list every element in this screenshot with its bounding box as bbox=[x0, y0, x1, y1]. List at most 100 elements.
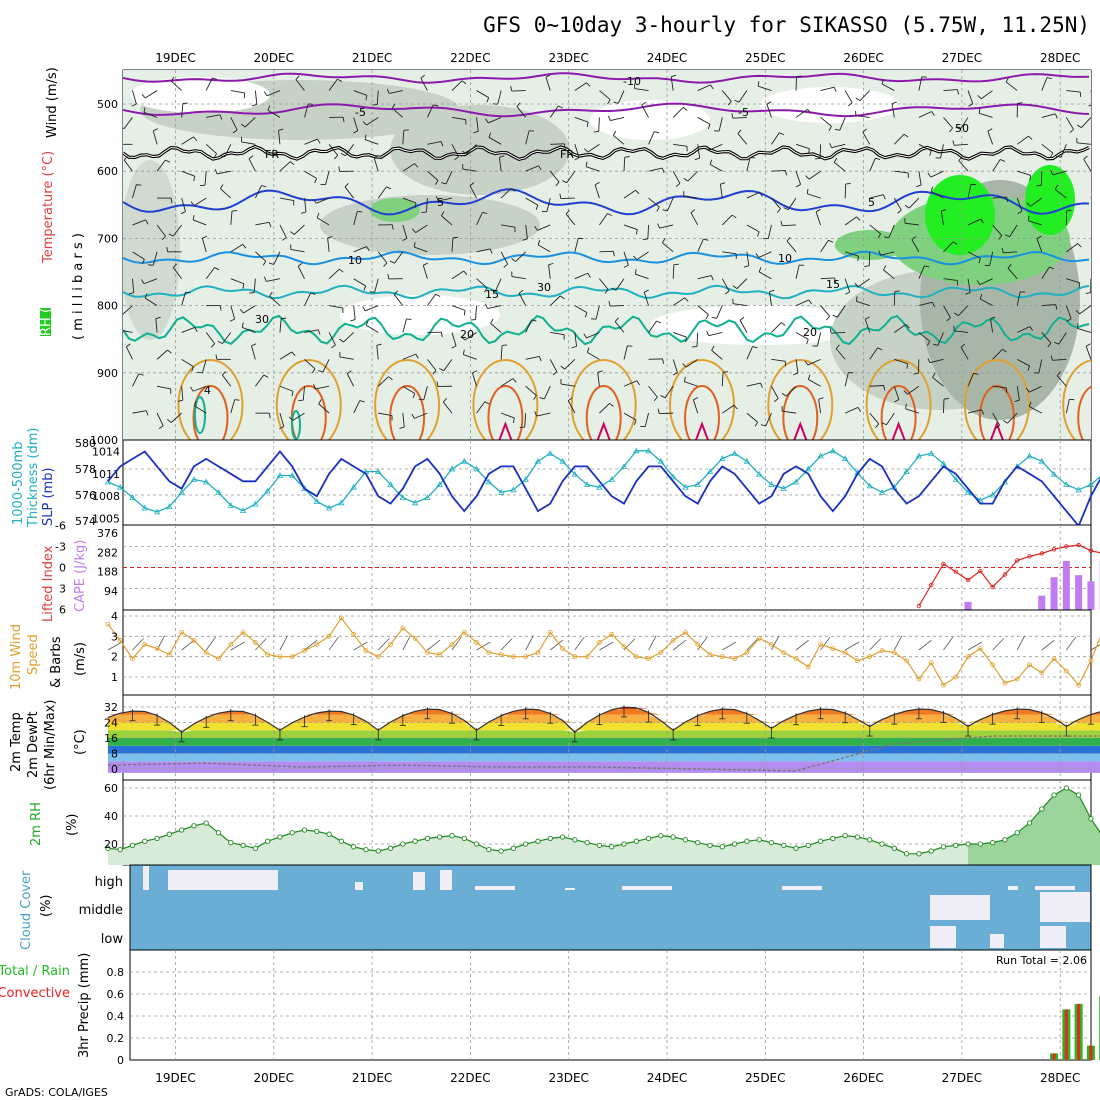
li-marker bbox=[1002, 572, 1008, 577]
wind-barb-flag bbox=[337, 78, 343, 82]
wind-barb-flag bbox=[854, 282, 859, 288]
wind-barb bbox=[1083, 158, 1091, 172]
wind-barb bbox=[1081, 117, 1091, 128]
rh2m-marker bbox=[338, 838, 345, 844]
wind-barb bbox=[279, 385, 294, 392]
wind-barb bbox=[967, 409, 982, 414]
wind-barb bbox=[587, 143, 600, 153]
wind-barb bbox=[685, 358, 698, 368]
pressure-tick: 800 bbox=[97, 300, 118, 313]
thickness-marker bbox=[203, 478, 210, 485]
wind-barb-flag bbox=[214, 267, 220, 271]
wind-barb-flag bbox=[212, 77, 218, 80]
warm-contour bbox=[767, 359, 834, 440]
wind-barb bbox=[894, 358, 908, 365]
warm-contour bbox=[275, 359, 342, 440]
wind-barb bbox=[979, 278, 993, 286]
wind-barb-flag bbox=[366, 246, 370, 252]
rh2m-marker bbox=[953, 842, 959, 849]
wind-barb bbox=[500, 188, 512, 199]
wind-barb-flag bbox=[263, 91, 268, 97]
wind-barb bbox=[697, 144, 701, 159]
li-marker bbox=[953, 569, 958, 574]
wind-barb bbox=[869, 347, 878, 360]
wind-barb bbox=[415, 224, 428, 233]
wind-barb-flag bbox=[177, 399, 183, 402]
wind-barb-flag bbox=[411, 413, 415, 419]
wind-barb-flag bbox=[1050, 355, 1053, 361]
wind-barb-flag bbox=[932, 372, 936, 378]
wind-barb bbox=[684, 381, 698, 387]
wind10-barb bbox=[992, 638, 1005, 651]
wind-barb bbox=[1052, 358, 1067, 361]
li-markers bbox=[916, 542, 1094, 609]
wind-barb-flag bbox=[168, 233, 174, 237]
wind10-marker bbox=[474, 640, 479, 645]
li-marker bbox=[1064, 544, 1069, 549]
thickness-tick: 580 bbox=[75, 437, 96, 450]
wind10-marker bbox=[842, 650, 848, 655]
cloud-block bbox=[413, 872, 425, 890]
thickness-marker bbox=[350, 483, 357, 490]
cloud-block bbox=[168, 870, 278, 890]
wind-barb bbox=[918, 111, 932, 118]
wind10-marker bbox=[363, 648, 369, 653]
wind-barb-flag bbox=[1069, 129, 1074, 134]
wind-barb bbox=[746, 412, 758, 423]
wind-barb bbox=[943, 305, 951, 318]
wind-barb bbox=[329, 305, 343, 309]
wind-barb bbox=[1066, 90, 1081, 93]
wind-barb bbox=[815, 211, 822, 226]
wind-barb bbox=[488, 136, 502, 145]
wind-barb bbox=[795, 332, 809, 340]
wind-barb bbox=[304, 329, 319, 333]
thickness-markers bbox=[104, 447, 1095, 515]
wind-barb-flag bbox=[411, 228, 416, 233]
wind-barb-flag bbox=[362, 306, 366, 312]
hot-contour bbox=[978, 385, 1015, 440]
wind-barb-flag bbox=[229, 318, 235, 322]
wind-barb bbox=[855, 115, 870, 118]
wind-barb bbox=[574, 305, 588, 313]
wind-barb-flag bbox=[636, 380, 640, 386]
thickness-marker bbox=[239, 507, 247, 513]
wind-barb bbox=[230, 210, 233, 225]
wind-barb-flag bbox=[538, 356, 542, 362]
wind10-barb bbox=[746, 638, 759, 651]
wind10-marker bbox=[351, 631, 357, 637]
wind-barb bbox=[255, 374, 265, 387]
wind-barb-flag bbox=[567, 397, 573, 402]
wind-barb-flag bbox=[145, 219, 149, 225]
wind-barb bbox=[427, 359, 437, 371]
wind-barb-flag bbox=[1025, 387, 1030, 393]
li-marker bbox=[1051, 547, 1057, 552]
cape-bar bbox=[1038, 595, 1046, 610]
wind-barb bbox=[672, 264, 675, 279]
hot-contour bbox=[1077, 385, 1091, 440]
temp-band bbox=[107, 722, 1100, 731]
pressure-ticks: 500 600 700 800 900 1000 bbox=[90, 98, 118, 447]
date-label-bottom: 28DEC bbox=[1040, 1071, 1080, 1085]
thickness-marker bbox=[1063, 481, 1070, 487]
wind-barb-flag bbox=[661, 167, 665, 173]
wind-barb bbox=[893, 386, 900, 400]
wind-barb bbox=[836, 305, 846, 318]
wind-barb-flag bbox=[1017, 210, 1023, 215]
wind-barb bbox=[181, 292, 186, 306]
wind-barb-flag bbox=[313, 384, 316, 390]
wind-barb bbox=[425, 198, 428, 213]
wind-barb-flag bbox=[234, 399, 240, 401]
wind-barb-flag bbox=[194, 327, 198, 332]
wind-barb bbox=[599, 278, 609, 290]
wind10-barb bbox=[918, 639, 932, 651]
wind-barb bbox=[746, 382, 761, 387]
date-label-bottom: 25DEC bbox=[745, 1071, 785, 1085]
wind-barb-flag bbox=[834, 128, 840, 131]
wind-barb bbox=[172, 224, 183, 237]
date-labels-top: 19DEC 20DEC 21DEC 22DEC 23DEC 24DEC 25DEC 26DEC… bbox=[155, 51, 1080, 65]
wind-barb bbox=[476, 248, 491, 253]
wind10-barbs bbox=[107, 635, 1100, 651]
wind-barb-flag bbox=[291, 351, 296, 356]
wind10-marker bbox=[252, 640, 258, 645]
wind-barb-flag bbox=[1026, 202, 1031, 207]
